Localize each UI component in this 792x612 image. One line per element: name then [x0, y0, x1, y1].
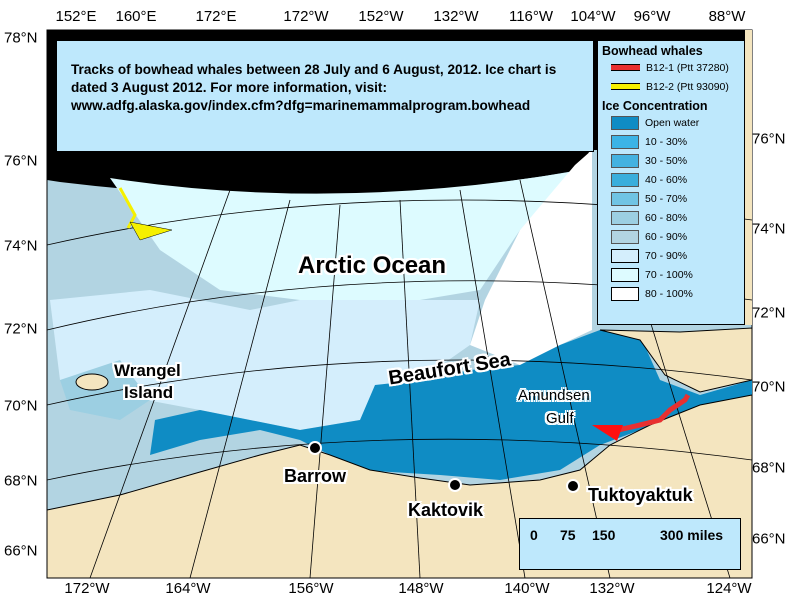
- whale-b12-2-marker: [129, 221, 173, 241]
- legend-item-ice: 60 - 80%: [611, 208, 744, 227]
- label-barrow: Barrow: [284, 466, 347, 486]
- title-text: Tracks of bowhead whales between 28 July…: [71, 62, 557, 113]
- ice-label: 60 - 80%: [645, 211, 688, 224]
- scale-tick-label: 75: [560, 527, 576, 543]
- axis-label-right: 68°N: [752, 459, 786, 477]
- axis-label-bottom: 148°W: [398, 580, 444, 597]
- ice-swatch: [611, 134, 639, 149]
- legend-item-ice: 30 - 50%: [611, 151, 744, 170]
- axis-label-top: 116°W: [508, 8, 554, 25]
- label-wrangel: Wrangel: [114, 361, 181, 380]
- ice-label: 70 - 100%: [645, 268, 693, 281]
- ice-label: 30 - 50%: [645, 154, 688, 167]
- red-line-swatch: [611, 64, 640, 71]
- axis-label-bottom: 156°W: [288, 580, 334, 597]
- axis-label-bottom: 164°W: [165, 580, 211, 597]
- axis-label-top: 132°W: [433, 8, 479, 25]
- legend-item-ice: Open water: [611, 113, 744, 132]
- label-amundsen: Amundsen: [518, 387, 590, 404]
- land-islands: [599, 327, 753, 393]
- axis-label-top: 104°W: [570, 8, 616, 25]
- land-right-edge: [745, 30, 752, 325]
- axis-label-left: 70°N: [4, 397, 38, 415]
- axis-label-bottom: 124°W: [706, 580, 752, 597]
- ice-label: 50 - 70%: [645, 192, 688, 205]
- legend-ice-title: Ice Concentration: [602, 99, 708, 113]
- axis-label-bottom: 140°W: [504, 580, 550, 597]
- axis-label-top: 152°W: [358, 8, 404, 25]
- tuktoyaktuk-dot: [566, 479, 580, 493]
- legend-item-ice: 40 - 60%: [611, 170, 744, 189]
- legend-item-ice: 70 - 100%: [611, 265, 744, 284]
- ice-swatch: [611, 172, 639, 187]
- legend-item-ice: 10 - 30%: [611, 132, 744, 151]
- axis-label-top: 172°E: [195, 8, 237, 25]
- axis-label-bottom: 132°W: [589, 580, 635, 597]
- axis-label-bottom: 172°W: [64, 580, 110, 597]
- axis-label-left: 74°N: [4, 237, 38, 255]
- label-tuktoyaktuk: Tuktoyaktuk: [588, 485, 693, 505]
- legend-whales-title: Bowhead whales: [602, 44, 703, 58]
- ice-label: 10 - 30%: [645, 135, 688, 148]
- legend-item-b12-2: B12-2 (Ptt 93090): [611, 77, 744, 96]
- label-island: Island: [124, 383, 174, 402]
- axis-label-left: 72°N: [4, 320, 38, 338]
- legend-item-ice: 50 - 70%: [611, 189, 744, 208]
- ice-swatch: [611, 229, 639, 244]
- legend: Bowhead whales B12-1 (Ptt 37280) B12-2 (…: [597, 40, 745, 325]
- kaktovik-dot: [448, 478, 462, 492]
- axis-label-top: 88°W: [708, 8, 746, 25]
- open-water-region: [150, 330, 752, 480]
- ice-label: 70 - 90%: [645, 249, 688, 262]
- label-arctic-ocean: Arctic Ocean: [298, 252, 447, 279]
- axis-label-left: 78°N: [4, 29, 38, 47]
- scale-tick-label: 300 miles: [660, 527, 724, 543]
- legend-item-ice: 60 - 90%: [611, 227, 744, 246]
- ice-label: 60 - 90%: [645, 230, 688, 243]
- label-gulf: Gulf: [546, 410, 574, 427]
- ice-swatch: [611, 191, 639, 206]
- ice-label: 40 - 60%: [645, 173, 688, 186]
- axis-label-right: 74°N: [752, 220, 786, 238]
- ice-60-80-region: [60, 360, 150, 420]
- ice-swatch: [611, 115, 639, 130]
- legend-item-b12-1: B12-1 (Ptt 37280): [611, 58, 744, 77]
- ice-swatch: [611, 267, 639, 282]
- ice-label: 80 - 100%: [645, 287, 693, 300]
- axis-label-left: 76°N: [4, 152, 38, 170]
- ice-swatch: [611, 248, 639, 263]
- axis-label-right: 76°N: [752, 130, 786, 148]
- axis-label-right: 66°N: [752, 530, 786, 548]
- barrow-dot: [308, 441, 322, 455]
- yellow-line-swatch: [611, 83, 640, 90]
- ice-label: Open water: [645, 116, 700, 129]
- scale-tick-label: 150: [592, 527, 616, 543]
- label-kaktovik: Kaktovik: [408, 500, 484, 520]
- wrangel-island-land: [75, 373, 109, 391]
- whale-b12-1-marker: [592, 425, 623, 441]
- ice-swatch: [611, 286, 639, 301]
- axis-label-right: 70°N: [752, 378, 786, 396]
- axis-label-right: 72°N: [752, 304, 786, 322]
- legend-item-ice: 80 - 100%: [611, 284, 744, 303]
- ice-80-100-region: [470, 150, 592, 365]
- axis-label-top: 160°E: [115, 8, 157, 25]
- axis-label-left: 68°N: [4, 472, 38, 490]
- axis-label-top: 152°E: [55, 8, 97, 25]
- whale-track-b12-2: [118, 187, 137, 229]
- whale-track-b12-1: [617, 393, 691, 433]
- title-box: Tracks of bowhead whales between 28 July…: [56, 40, 594, 152]
- legend-item-ice: 70 - 90%: [611, 246, 744, 265]
- scale-tick-label: 0: [530, 527, 538, 543]
- ice-swatch: [611, 210, 639, 225]
- axis-label-top: 172°W: [283, 8, 329, 25]
- axis-label-left: 66°N: [4, 542, 38, 560]
- ice-swatch: [611, 153, 639, 168]
- scale-bar: 0 75 150 300 miles: [519, 518, 741, 570]
- axis-label-top: 96°W: [633, 8, 671, 25]
